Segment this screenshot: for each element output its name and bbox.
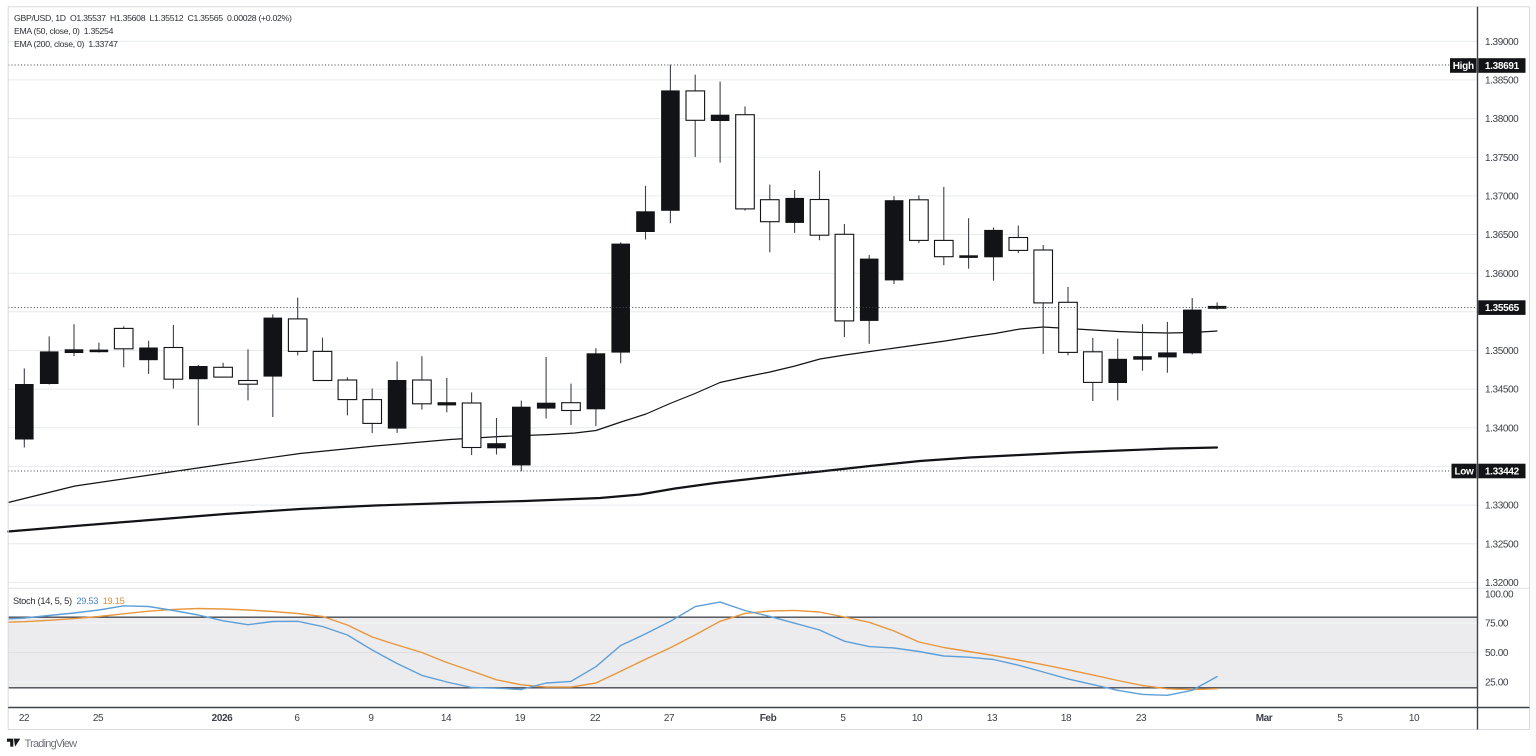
svg-text:1.33000: 1.33000 xyxy=(1485,501,1519,512)
svg-text:1.32000: 1.32000 xyxy=(1485,578,1519,589)
svg-text:1.34500: 1.34500 xyxy=(1485,385,1519,396)
svg-text:Mar: Mar xyxy=(1256,713,1273,724)
svg-text:Feb: Feb xyxy=(760,713,777,724)
svg-text:19: 19 xyxy=(515,713,526,724)
svg-text:14: 14 xyxy=(441,713,452,724)
svg-text:5: 5 xyxy=(840,713,846,724)
svg-text:23: 23 xyxy=(1136,713,1147,724)
svg-text:1.34000: 1.34000 xyxy=(1485,423,1519,434)
svg-text:TradingView: TradingView xyxy=(25,738,78,750)
svg-text:1.35000: 1.35000 xyxy=(1485,346,1519,357)
svg-text:High: High xyxy=(1453,61,1474,72)
svg-text:1.38500: 1.38500 xyxy=(1485,76,1519,87)
svg-text:100.00: 100.00 xyxy=(1485,589,1514,600)
svg-text:1.38691: 1.38691 xyxy=(1485,61,1520,72)
svg-text:1.36000: 1.36000 xyxy=(1485,269,1519,280)
svg-text:27: 27 xyxy=(664,713,675,724)
svg-text:25: 25 xyxy=(93,713,104,724)
svg-text:1.36500: 1.36500 xyxy=(1485,230,1519,241)
svg-text:22: 22 xyxy=(590,713,601,724)
svg-text:2026: 2026 xyxy=(212,713,233,724)
svg-text:1.37500: 1.37500 xyxy=(1485,153,1519,164)
svg-text:1.32500: 1.32500 xyxy=(1485,539,1519,550)
svg-text:1.39000: 1.39000 xyxy=(1485,37,1519,48)
svg-text:6: 6 xyxy=(294,713,300,724)
svg-text:50.00: 50.00 xyxy=(1485,648,1509,659)
svg-text:1.33442: 1.33442 xyxy=(1485,467,1520,478)
svg-text:13: 13 xyxy=(987,713,998,724)
svg-text:9: 9 xyxy=(368,713,374,724)
svg-text:1.38000: 1.38000 xyxy=(1485,114,1519,125)
svg-text:75.00: 75.00 xyxy=(1485,619,1509,630)
svg-text:25.00: 25.00 xyxy=(1485,678,1509,689)
svg-text:10: 10 xyxy=(912,713,923,724)
svg-text:Low: Low xyxy=(1454,467,1474,478)
svg-text:22: 22 xyxy=(19,713,30,724)
svg-text:5: 5 xyxy=(1337,713,1343,724)
svg-text:1.35565: 1.35565 xyxy=(1485,303,1520,314)
svg-text:18: 18 xyxy=(1061,713,1072,724)
svg-text:1.37000: 1.37000 xyxy=(1485,192,1519,203)
svg-text:10: 10 xyxy=(1409,713,1420,724)
